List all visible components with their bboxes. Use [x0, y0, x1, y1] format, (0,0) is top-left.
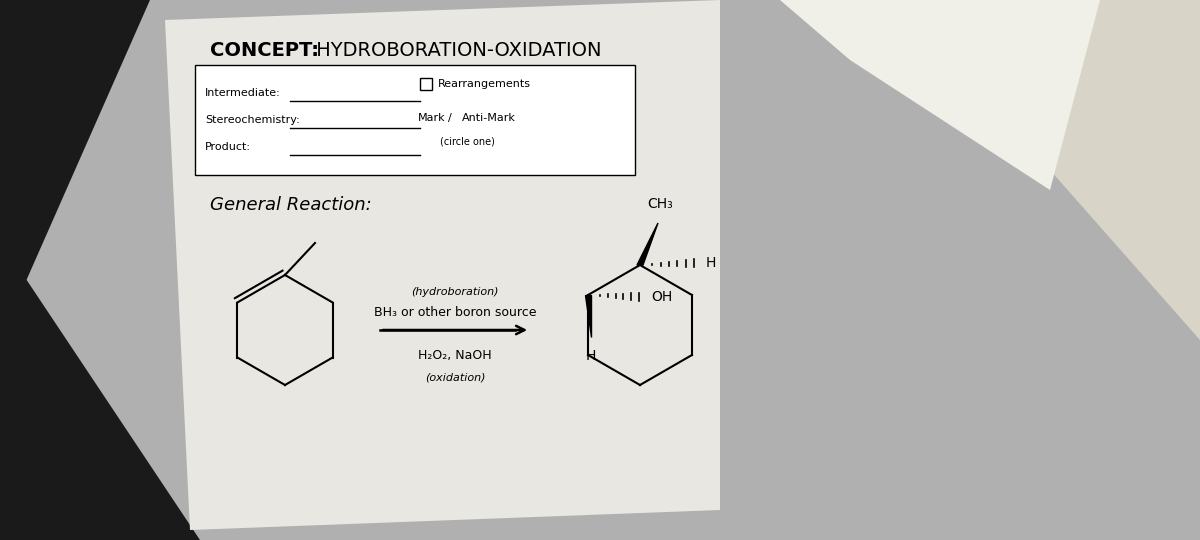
Polygon shape: [586, 295, 592, 337]
Text: General Reaction:: General Reaction:: [210, 196, 372, 214]
Polygon shape: [166, 0, 720, 530]
Polygon shape: [0, 240, 200, 540]
Polygon shape: [637, 223, 658, 265]
Text: Anti-Mark: Anti-Mark: [462, 113, 516, 123]
Text: Stereochemistry:: Stereochemistry:: [205, 115, 300, 125]
Text: H₂O₂, NaOH: H₂O₂, NaOH: [418, 348, 492, 361]
Text: /: /: [448, 113, 451, 123]
Text: (circle one): (circle one): [440, 137, 494, 147]
Text: CONCEPT:: CONCEPT:: [210, 40, 319, 59]
Text: CH₃: CH₃: [647, 197, 673, 211]
Bar: [420, 78, 432, 90]
Text: BH₃ or other boron source: BH₃ or other boron source: [373, 306, 536, 319]
Text: H: H: [586, 349, 596, 363]
Text: Product:: Product:: [205, 142, 251, 152]
Text: (oxidation): (oxidation): [425, 373, 485, 383]
Text: OH: OH: [652, 290, 672, 304]
Text: (hydroboration): (hydroboration): [412, 287, 499, 297]
Bar: [194, 65, 635, 175]
Text: Rearrangements: Rearrangements: [438, 79, 530, 89]
Text: H: H: [706, 256, 716, 270]
Text: Mark: Mark: [418, 113, 445, 123]
Polygon shape: [780, 0, 1100, 190]
Polygon shape: [680, 0, 1200, 340]
Text: Intermediate:: Intermediate:: [205, 88, 281, 98]
Polygon shape: [0, 0, 150, 340]
Text: HYDROBORATION-OXIDATION: HYDROBORATION-OXIDATION: [310, 40, 601, 59]
